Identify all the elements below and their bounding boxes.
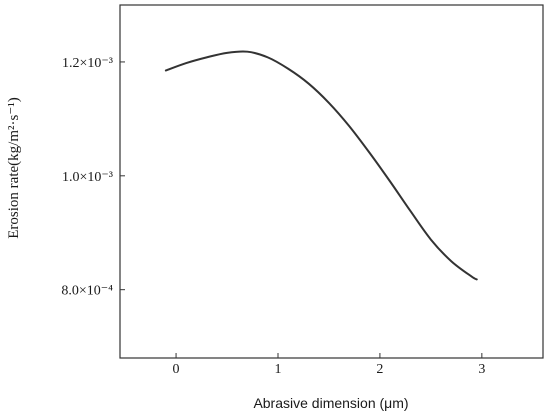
- x-axis: 0 1 2 3: [173, 353, 485, 377]
- series-line: [164, 50, 478, 281]
- y-axis: 8.0×10⁻⁴ 1.0×10⁻³ 1.2×10⁻³: [61, 56, 125, 299]
- y-tick-label: 1.2×10⁻³: [62, 56, 113, 71]
- x-tick-label: 1: [274, 362, 281, 377]
- x-axis-label: Abrasive dimension (μm): [253, 395, 408, 411]
- y-axis-label: Erosion rate(kg/m²·s⁻¹): [6, 97, 22, 238]
- x-tick-label: 3: [478, 362, 485, 377]
- x-tick-label: 2: [376, 362, 383, 377]
- x-tick-label: 0: [173, 362, 180, 377]
- y-tick-label: 1.0×10⁻³: [62, 170, 113, 185]
- plot-frame: [119, 4, 544, 359]
- y-tick-label: 8.0×10⁻⁴: [61, 284, 113, 299]
